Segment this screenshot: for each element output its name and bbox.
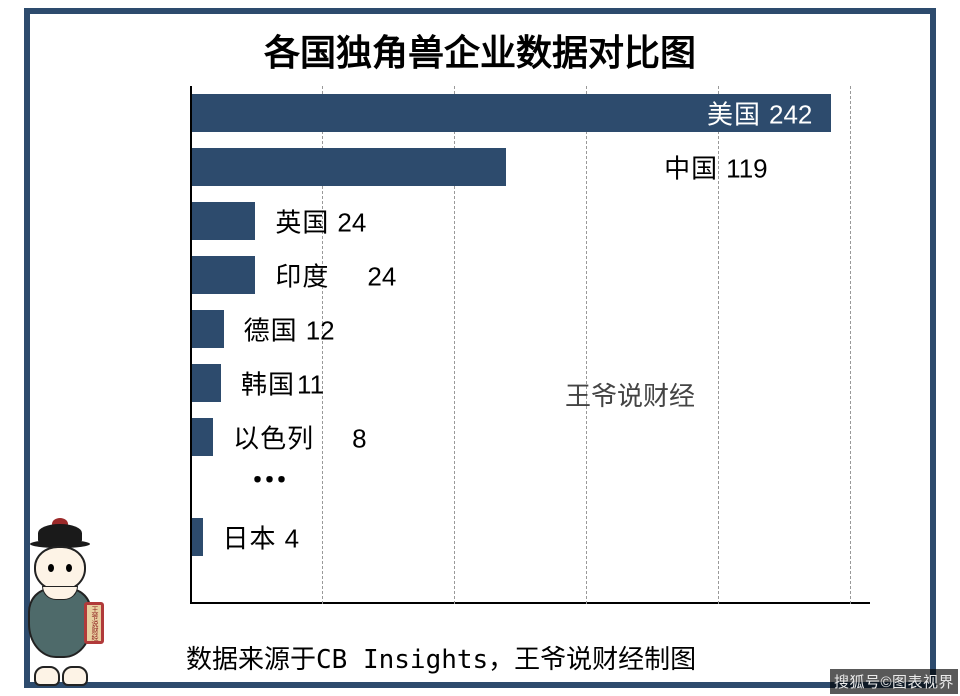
bar-row: 英国24 bbox=[192, 202, 850, 240]
bar-label: 英国24 bbox=[275, 203, 366, 240]
bar-label: 中国119 bbox=[664, 149, 767, 186]
bar-label: 韩国11 bbox=[241, 365, 324, 402]
bottom-right-watermark: 搜狐号©图表视界 bbox=[830, 669, 958, 694]
axis-x bbox=[190, 602, 870, 604]
center-watermark: 王爷说财经 bbox=[565, 376, 695, 413]
bar-row: 中国119 bbox=[192, 148, 850, 186]
bar bbox=[192, 518, 203, 556]
bars-container: 美国242 中国119 英国24 印度24 德国12 韩国11 以色列8 ・ ・ ・日本4 bbox=[192, 94, 850, 602]
bar-row: 以色列8 bbox=[192, 418, 850, 456]
gridline bbox=[850, 86, 851, 604]
bar bbox=[192, 310, 224, 348]
chart-title: 各国独角兽企业数据对比图 bbox=[30, 14, 930, 76]
bar bbox=[192, 418, 213, 456]
bar-row: 德国12 bbox=[192, 310, 850, 348]
bar bbox=[192, 202, 255, 240]
bar-label: 美国242 bbox=[707, 95, 812, 132]
bar-label: 印度24 bbox=[275, 257, 396, 294]
bar-label: 以色列8 bbox=[233, 419, 366, 456]
bar bbox=[192, 148, 506, 186]
bar bbox=[192, 364, 221, 402]
ellipsis-row: ・ ・ ・ bbox=[192, 472, 850, 508]
source-text: 数据来源于CB Insights，王爷说财经制图 bbox=[186, 639, 696, 676]
bar-row: 日本4 bbox=[192, 518, 850, 556]
chart-area: 美国242 中国119 英国24 印度24 德国12 韩国11 以色列8 ・ ・ ・日本4 王… bbox=[190, 86, 850, 626]
bar-row: 印度24 bbox=[192, 256, 850, 294]
bar-row: 韩国11 bbox=[192, 364, 850, 402]
bar-row: 美国242 bbox=[192, 94, 850, 132]
mascot-illustration: 王爷说财经 bbox=[0, 522, 120, 692]
chart-frame: 各国独角兽企业数据对比图 美国242 中国119 英国24 印度24 德国12 韩国11 以… bbox=[24, 8, 936, 688]
bar-label: 德国12 bbox=[244, 311, 335, 348]
bar-label: 日本4 bbox=[223, 519, 299, 556]
bar bbox=[192, 256, 255, 294]
